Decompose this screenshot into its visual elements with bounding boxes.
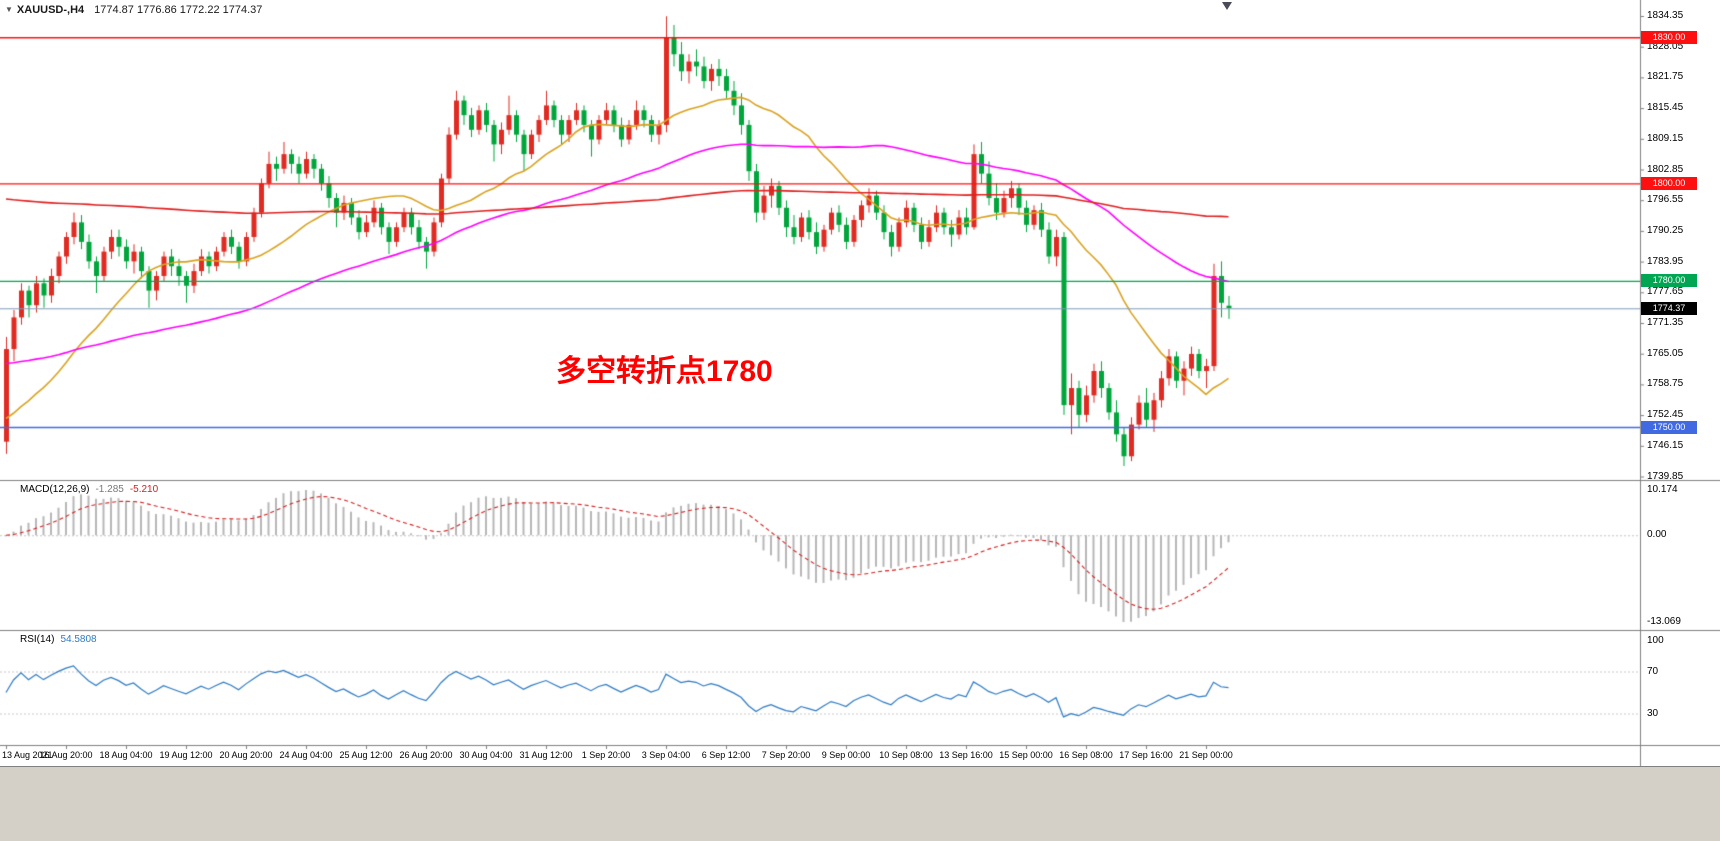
chart-canvas[interactable] bbox=[0, 0, 1720, 766]
time-axis-label: 16 Aug 20:00 bbox=[39, 750, 93, 760]
time-axis-label: 30 Aug 04:00 bbox=[459, 750, 513, 760]
time-axis-label: 16 Sep 08:00 bbox=[1059, 750, 1113, 760]
price-axis-label: 1815.45 bbox=[1647, 102, 1684, 114]
price-axis-label: 1765.05 bbox=[1647, 347, 1684, 359]
time-axis-label: 3 Sep 04:00 bbox=[641, 750, 691, 760]
time-axis-label: 1 Sep 20:00 bbox=[581, 750, 631, 760]
hline-price-label[interactable]: 1750.00 bbox=[1641, 420, 1697, 434]
dropdown-triangle-icon: ▼ bbox=[5, 5, 13, 14]
time-axis-label: 9 Sep 00:00 bbox=[821, 750, 871, 760]
time-axis-label: 13 Sep 16:00 bbox=[939, 750, 993, 760]
annotation-text[interactable]: 多空转折点1780 bbox=[556, 355, 773, 388]
macd-panel-label: MACD(12,26,9) -1.285 -5.210 bbox=[20, 484, 164, 495]
macd-value-main: -1.285 bbox=[95, 484, 124, 495]
price-axis-label: 1752.45 bbox=[1647, 409, 1684, 421]
rsi-panel-label: RSI(14) 54.5808 bbox=[20, 634, 103, 645]
price-axis-label: 1828.05 bbox=[1647, 40, 1684, 52]
macd-axis-label: -13.069 bbox=[1647, 616, 1681, 627]
price-axis-label: 1777.65 bbox=[1647, 286, 1684, 298]
time-axis-label: 10 Sep 08:00 bbox=[879, 750, 933, 760]
price-axis-label: 1796.55 bbox=[1647, 194, 1684, 206]
ohlc-label: 1774.87 1776.86 1772.22 1774.37 bbox=[94, 4, 263, 16]
macd-axis-label: 10.174 bbox=[1647, 484, 1678, 495]
price-axis-label: 1790.25 bbox=[1647, 224, 1684, 236]
macd-value-signal: -5.210 bbox=[129, 484, 159, 495]
price-axis-label: 1821.75 bbox=[1647, 71, 1684, 83]
price-axis-label: 1746.15 bbox=[1647, 439, 1684, 451]
symbol-period-label: XAUUSD-,H4 bbox=[16, 4, 85, 16]
time-axis-label: 20 Aug 20:00 bbox=[219, 750, 273, 760]
time-axis-label: 18 Aug 04:00 bbox=[99, 750, 153, 760]
macd-title: MACD(12,26,9) bbox=[20, 484, 90, 495]
hline-price-label[interactable]: 1830.00 bbox=[1641, 30, 1697, 44]
rsi-axis-label: 70 bbox=[1647, 665, 1659, 677]
price-axis-label: 1834.35 bbox=[1647, 10, 1684, 21]
price-axis-label: 1739.85 bbox=[1647, 470, 1684, 482]
time-axis-label: 15 Sep 00:00 bbox=[999, 750, 1053, 760]
price-axis-label: 1771.35 bbox=[1647, 317, 1684, 328]
rsi-value: 54.5808 bbox=[60, 634, 97, 645]
time-axis-label: 25 Aug 12:00 bbox=[339, 750, 393, 760]
hline-price-label[interactable]: 1800.00 bbox=[1641, 176, 1697, 190]
hline-price-label[interactable]: 1780.00 bbox=[1641, 274, 1697, 288]
chart-shift-marker-icon[interactable] bbox=[1222, 2, 1232, 10]
price-axis-label: 1802.85 bbox=[1647, 163, 1684, 175]
price-axis-label: 1809.15 bbox=[1647, 132, 1684, 144]
time-axis-label: 7 Sep 20:00 bbox=[761, 750, 811, 760]
time-axis-label: 13 Aug 2021 bbox=[2, 750, 53, 760]
time-axis-label: 21 Sep 00:00 bbox=[1179, 750, 1233, 760]
time-axis-label: 17 Sep 16:00 bbox=[1119, 750, 1173, 760]
rsi-axis-label: 30 bbox=[1647, 707, 1659, 719]
window-title: ▼ XAUUSD-,H4 1774.87 1776.86 1772.22 1774.… bbox=[5, 4, 262, 16]
time-axis-label: 6 Sep 12:00 bbox=[701, 750, 751, 760]
price-axis-label: 1783.95 bbox=[1647, 255, 1684, 267]
time-axis-label: 31 Aug 12:00 bbox=[519, 750, 573, 760]
rsi-axis-label: 100 bbox=[1647, 635, 1664, 646]
macd-axis-label: 0.00 bbox=[1647, 529, 1667, 541]
time-axis-label: 24 Aug 04:00 bbox=[279, 750, 333, 760]
bottom-strip bbox=[0, 766, 1720, 841]
rsi-title: RSI(14) bbox=[20, 634, 55, 645]
bid-price-label: 1774.37 bbox=[1641, 301, 1697, 315]
price-axis-label: 1758.75 bbox=[1647, 378, 1684, 390]
time-axis-label: 26 Aug 20:00 bbox=[399, 750, 453, 760]
time-axis-label: 19 Aug 12:00 bbox=[159, 750, 213, 760]
